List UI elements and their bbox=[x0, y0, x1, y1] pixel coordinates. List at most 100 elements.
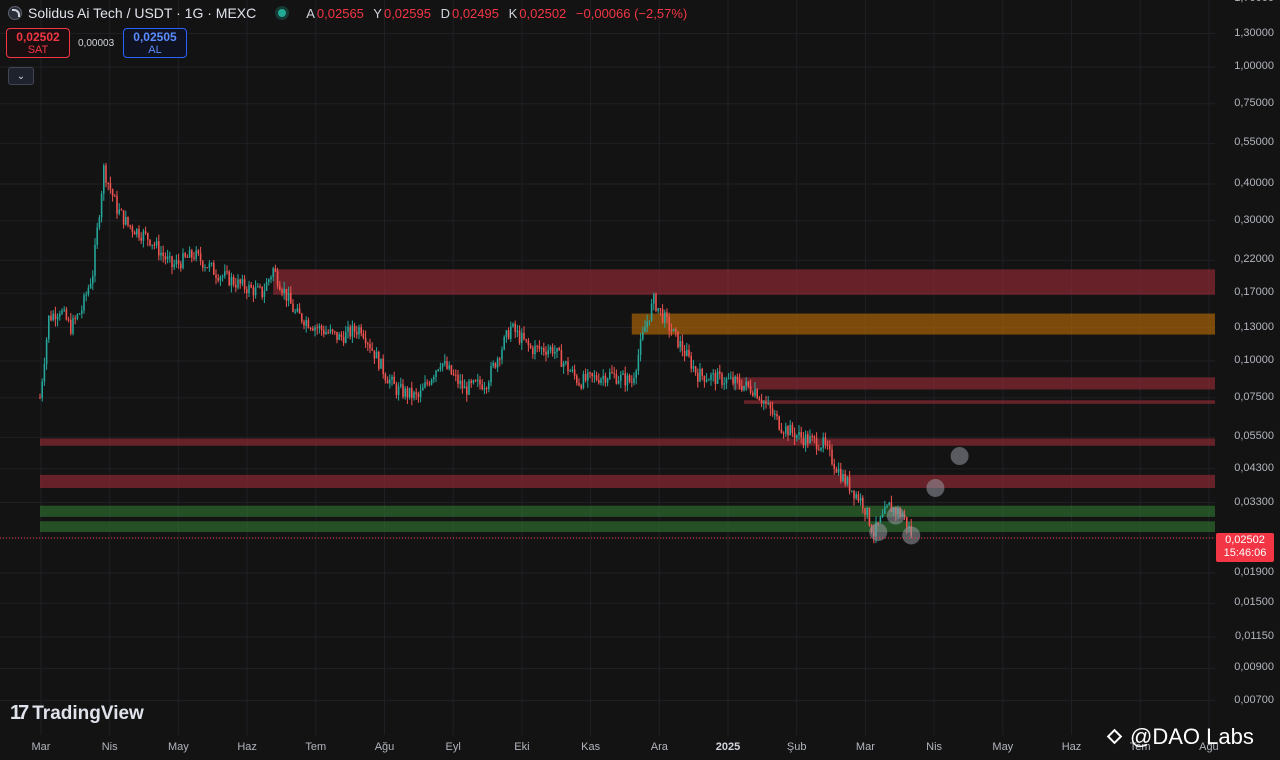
price-tick-label: 0,00700 bbox=[1234, 693, 1274, 706]
candle-body bbox=[657, 308, 659, 311]
buy-price: 0,02505 bbox=[133, 30, 177, 44]
candle-body bbox=[802, 437, 805, 446]
price-tick-label: 0,75000 bbox=[1234, 96, 1274, 109]
candle-body bbox=[206, 267, 208, 269]
candle-body bbox=[382, 358, 384, 375]
drawn-marker[interactable] bbox=[950, 447, 969, 466]
candle-body bbox=[193, 257, 195, 259]
time-tick-label: Mar bbox=[855, 741, 875, 753]
candle-body bbox=[283, 288, 285, 294]
candle-body bbox=[226, 271, 228, 273]
candle-body bbox=[551, 347, 554, 354]
candle-body bbox=[39, 397, 41, 399]
candle-body bbox=[81, 310, 83, 314]
time-tick-label: Haz bbox=[1061, 741, 1082, 753]
candle-body bbox=[455, 374, 457, 376]
candle-body bbox=[567, 361, 569, 372]
symbol-title[interactable]: Solidus Ai Tech / USDT · 1G · MEXC bbox=[28, 5, 257, 21]
candle-body bbox=[151, 244, 153, 246]
candle-body bbox=[820, 447, 822, 450]
candle-body bbox=[142, 231, 145, 241]
candle-body bbox=[694, 366, 697, 373]
candle-body bbox=[408, 387, 411, 398]
candle-body bbox=[908, 525, 910, 528]
candle-body bbox=[824, 437, 827, 445]
candle-body bbox=[848, 477, 851, 492]
candle-body bbox=[294, 311, 296, 313]
candle-body bbox=[114, 195, 116, 197]
candle-body bbox=[100, 193, 103, 218]
candle-body bbox=[681, 341, 684, 351]
candle-body bbox=[336, 331, 338, 340]
low-key: D bbox=[440, 5, 450, 21]
symbol-logo-icon bbox=[8, 6, 22, 20]
candle-body bbox=[419, 390, 422, 397]
drawn-marker[interactable] bbox=[926, 478, 945, 497]
candle-body bbox=[708, 379, 710, 381]
candle-body bbox=[736, 376, 739, 380]
candle-body bbox=[254, 287, 257, 296]
candle-body bbox=[884, 507, 886, 514]
candle-body bbox=[699, 368, 701, 382]
candle-body bbox=[340, 334, 343, 337]
candle-body bbox=[230, 277, 233, 286]
candle-body bbox=[232, 277, 235, 285]
candle-body bbox=[734, 376, 736, 384]
buy-button[interactable]: 0,02505 AL bbox=[123, 28, 187, 58]
candle-body bbox=[837, 468, 840, 473]
candle-body bbox=[866, 507, 868, 515]
candle-body bbox=[248, 284, 250, 294]
candle-body bbox=[276, 271, 279, 286]
time-tick-label: Kas bbox=[581, 741, 601, 753]
candle-body bbox=[389, 379, 391, 384]
candle-body bbox=[765, 401, 767, 404]
candle-body bbox=[604, 375, 607, 383]
candle-body bbox=[362, 333, 365, 338]
candle-body bbox=[868, 507, 871, 526]
candle-body bbox=[140, 237, 142, 241]
candle-body bbox=[175, 260, 178, 265]
candle-body bbox=[50, 315, 52, 321]
open-value: 0,02565 bbox=[316, 5, 364, 21]
tradingview-logo-icon: 17 bbox=[10, 702, 29, 724]
candle-body bbox=[202, 261, 204, 268]
candle-body bbox=[217, 277, 219, 281]
candle-body bbox=[76, 314, 79, 319]
drawn-marker[interactable] bbox=[869, 523, 888, 542]
candle-body bbox=[268, 279, 270, 283]
candle-body bbox=[780, 429, 783, 433]
candle-body bbox=[358, 327, 360, 335]
candle-body bbox=[886, 505, 888, 508]
sell-button[interactable]: 0,02502 SAT bbox=[6, 28, 70, 58]
candle-body bbox=[351, 325, 354, 337]
candle-body bbox=[677, 331, 679, 348]
candle-body bbox=[789, 424, 791, 436]
time-tick-label: Tem bbox=[1129, 741, 1151, 753]
candle-body bbox=[61, 310, 63, 314]
candle-body bbox=[433, 376, 435, 380]
candle-body bbox=[569, 370, 571, 372]
candle-body bbox=[633, 378, 635, 383]
candle-body bbox=[279, 285, 281, 290]
high-value: 0,02595 bbox=[383, 5, 431, 21]
candle-body bbox=[833, 463, 835, 469]
chevron-down-icon: ⌄ bbox=[16, 70, 26, 82]
candle-body bbox=[428, 383, 431, 385]
candle-body bbox=[540, 347, 543, 349]
candle-body bbox=[360, 327, 362, 334]
candle-body bbox=[642, 332, 644, 340]
collapse-button[interactable]: ⌄ bbox=[8, 67, 34, 85]
candle-body bbox=[197, 250, 200, 254]
candle-body bbox=[617, 380, 620, 384]
price-tick-label: 1,30000 bbox=[1234, 26, 1274, 39]
candle-body bbox=[285, 288, 288, 301]
time-tick-label: Haz bbox=[237, 741, 257, 753]
candle-body bbox=[835, 468, 838, 473]
candle-body bbox=[107, 182, 109, 184]
drawn-marker[interactable] bbox=[902, 526, 921, 545]
candle-body bbox=[521, 333, 523, 343]
candle-body bbox=[147, 233, 149, 240]
drawn-marker[interactable] bbox=[886, 506, 905, 525]
candle-body bbox=[512, 323, 514, 327]
